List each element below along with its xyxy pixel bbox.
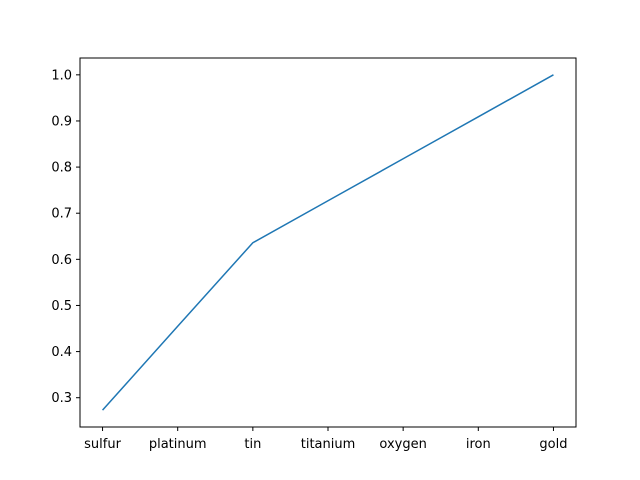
x-tick-label: titanium [301, 437, 356, 452]
x-axis: sulfur platinum tin titanium oxygen iron gold [84, 427, 567, 452]
y-tick-label: 1.0 [51, 68, 72, 83]
x-tick-label: oxygen [379, 437, 426, 452]
x-tick-label: platinum [149, 437, 207, 452]
y-tick-label: 0.5 [51, 299, 72, 314]
y-tick-label: 0.6 [51, 253, 72, 268]
y-tick-label: 0.3 [51, 391, 72, 406]
series-line [101, 74, 554, 411]
plot-area [80, 58, 576, 427]
y-tick-label: 0.4 [51, 345, 72, 360]
plot-frame [79, 57, 577, 428]
y-tick-label: 0.7 [51, 207, 72, 222]
x-tick-label: sulfur [84, 437, 121, 452]
y-tick-label: 0.8 [51, 161, 72, 176]
x-tick-label: iron [466, 437, 491, 452]
y-tick-label: 0.9 [51, 114, 72, 129]
x-tick-label: gold [539, 437, 567, 452]
x-tick-label: tin [244, 437, 261, 452]
y-axis: 0.3 0.4 0.5 0.6 0.7 0.8 0.9 1.0 [51, 68, 80, 406]
